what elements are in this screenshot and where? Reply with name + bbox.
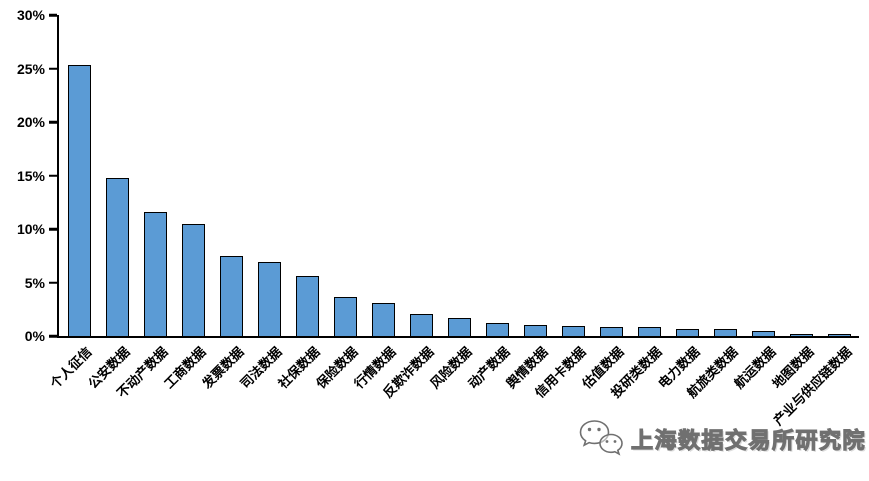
y-axis-tick <box>48 334 57 338</box>
bar <box>790 333 813 336</box>
bar <box>144 211 167 336</box>
bar <box>486 323 509 336</box>
bar <box>828 333 851 336</box>
bar <box>600 326 623 336</box>
y-axis-tick <box>48 174 57 177</box>
bar <box>714 329 737 336</box>
bar <box>676 328 699 336</box>
y-axis-label: 30% <box>16 7 45 23</box>
y-axis-label: 5% <box>24 274 45 291</box>
y-axis-label: 10% <box>16 221 45 237</box>
bar <box>752 330 775 336</box>
plot-area: 0% 5% 10% 15% 20% 25% 30% 个人征信 公安数据 不动产数据 工商数据 发票数据… <box>17 7 859 428</box>
bar <box>524 325 547 336</box>
bar <box>106 177 129 336</box>
bar <box>68 65 91 336</box>
bar <box>562 326 585 336</box>
bar <box>296 276 319 336</box>
y-axis-tick <box>48 120 57 124</box>
y-axis-label: 15% <box>16 167 45 184</box>
bar <box>372 302 395 336</box>
bar <box>220 255 243 336</box>
y-axis-tick <box>48 67 57 70</box>
bar <box>334 297 357 336</box>
y-axis-tick <box>48 13 57 17</box>
bar <box>638 326 661 336</box>
bar <box>410 313 433 336</box>
bar <box>182 223 205 336</box>
y-axis-label: 0% <box>24 328 45 344</box>
y-axis-tick <box>48 227 57 231</box>
y-axis-label: 20% <box>16 114 45 130</box>
y-axis-label: 25% <box>16 60 45 77</box>
bar <box>448 317 471 336</box>
wechat-icon <box>578 417 624 461</box>
bar <box>258 262 281 336</box>
y-axis-tick <box>48 281 57 284</box>
watermark-text: 上海数据交易所研究院 <box>630 427 867 453</box>
watermark: 上海数据交易所研究院 <box>578 417 866 461</box>
